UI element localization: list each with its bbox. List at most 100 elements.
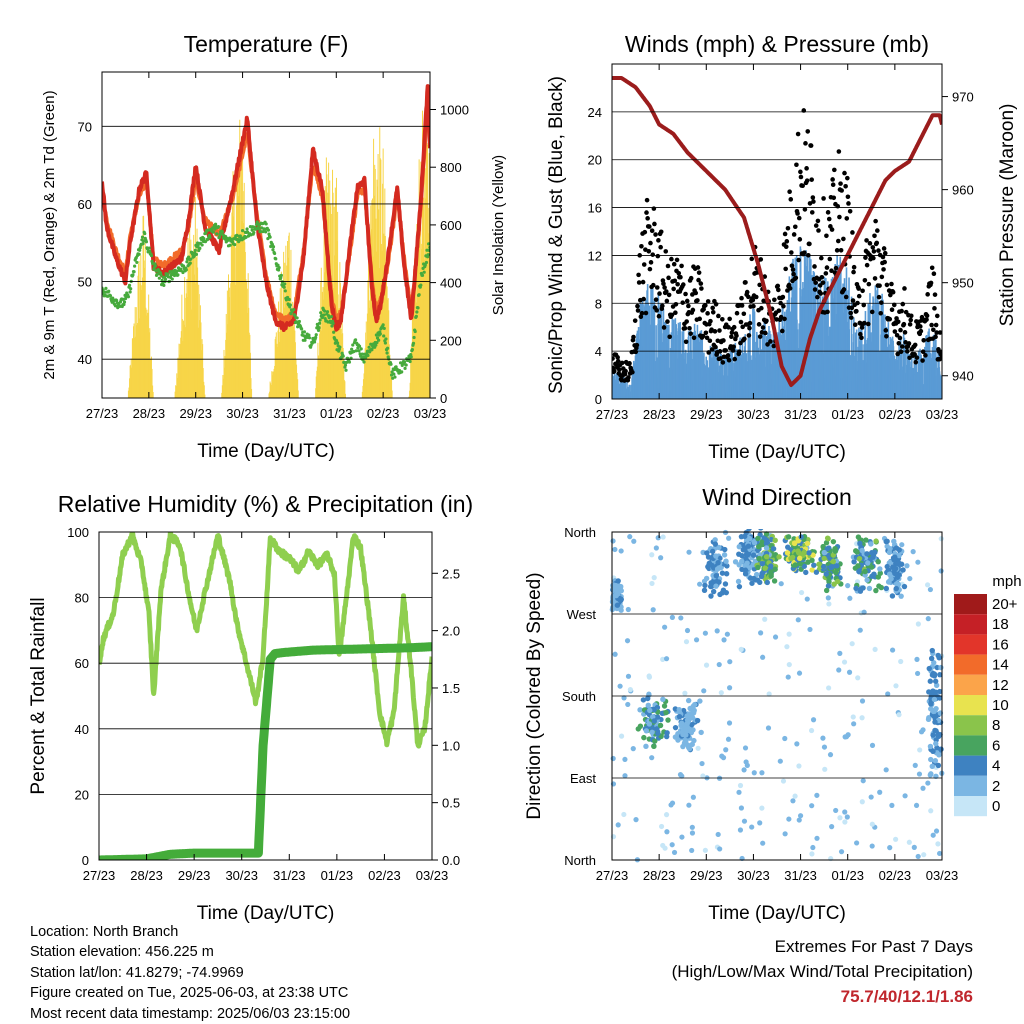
wind-gust-point bbox=[712, 329, 718, 334]
direction-point bbox=[925, 716, 932, 723]
y-tick-label: 80 bbox=[75, 591, 89, 606]
direction-point bbox=[851, 721, 857, 727]
wind-gust-point bbox=[699, 286, 704, 291]
direction-point bbox=[842, 809, 848, 815]
direction-point bbox=[707, 583, 714, 590]
direction-point bbox=[637, 723, 644, 729]
dewpoint-point bbox=[394, 365, 398, 369]
direction-point bbox=[747, 575, 754, 581]
direction-point bbox=[727, 685, 733, 691]
wind-gust-point bbox=[658, 244, 663, 250]
direction-point bbox=[649, 580, 655, 587]
wind-gust-point bbox=[871, 255, 876, 261]
dewpoint-point bbox=[402, 360, 407, 364]
direction-point bbox=[749, 580, 755, 586]
direction-point bbox=[618, 583, 624, 590]
legend-label: 0 bbox=[992, 798, 1000, 815]
y-axis-label: Sonic/Prop Wind & Gust (Blue, Black) bbox=[546, 76, 567, 394]
wind-gust-point bbox=[836, 149, 842, 154]
wind-gust-point bbox=[843, 183, 848, 189]
direction-point bbox=[844, 814, 850, 820]
dewpoint-point bbox=[353, 338, 358, 342]
dewpoint-point bbox=[342, 360, 346, 364]
direction-point bbox=[898, 561, 905, 567]
direction-point bbox=[726, 535, 732, 541]
direction-point bbox=[754, 577, 761, 583]
direction-point bbox=[877, 789, 883, 795]
direction-point bbox=[827, 752, 834, 758]
direction-point bbox=[649, 552, 655, 558]
wind-gust-point bbox=[631, 334, 636, 340]
direction-point bbox=[797, 561, 803, 567]
direction-point bbox=[724, 631, 730, 637]
wind-gust-point bbox=[744, 289, 750, 295]
direction-point bbox=[712, 537, 718, 543]
wind-gust-point bbox=[797, 237, 803, 242]
wind-gust-point bbox=[869, 309, 875, 315]
chart-title: Wind Direction bbox=[702, 484, 852, 510]
direction-point bbox=[828, 564, 834, 571]
direction-point bbox=[709, 548, 716, 555]
direction-point bbox=[660, 696, 666, 703]
direction-point bbox=[766, 691, 772, 697]
direction-point bbox=[860, 778, 866, 784]
dewpoint-point bbox=[266, 228, 271, 232]
wind-gust-point bbox=[644, 197, 650, 203]
direction-point bbox=[836, 667, 842, 673]
direction-point bbox=[833, 569, 839, 576]
wind-gust-point bbox=[793, 275, 799, 281]
wind-gust-point bbox=[866, 281, 872, 287]
direction-point bbox=[915, 559, 921, 565]
x-tick-label: 01/23 bbox=[320, 406, 353, 421]
wind-gust-point bbox=[804, 178, 810, 183]
wind-gust-point bbox=[657, 291, 662, 296]
wind-gust-point bbox=[933, 322, 939, 328]
direction-point bbox=[613, 582, 619, 589]
wind-gust-point bbox=[749, 256, 755, 262]
wind-gust-point bbox=[873, 218, 878, 224]
direction-point bbox=[739, 558, 745, 564]
direction-point bbox=[930, 748, 936, 755]
direction-point bbox=[807, 626, 813, 633]
wind-gust-point bbox=[758, 257, 764, 262]
direction-point bbox=[717, 591, 723, 598]
dewpoint-point bbox=[217, 235, 222, 239]
dewpoint-point bbox=[412, 335, 416, 340]
x-tick-label: 27/23 bbox=[596, 868, 629, 883]
dewpoint-point bbox=[354, 349, 358, 353]
wind-gust-point bbox=[756, 322, 762, 327]
dewpoint-point bbox=[383, 341, 387, 345]
direction-point bbox=[862, 568, 868, 575]
wind-gust-point bbox=[921, 337, 927, 343]
plot-frame-direction bbox=[611, 531, 943, 861]
direction-point bbox=[695, 745, 701, 751]
station-location: Location: North Branch bbox=[30, 924, 179, 940]
dewpoint-point bbox=[208, 235, 212, 239]
dewpoint-point bbox=[375, 340, 379, 345]
wind-gust-point bbox=[738, 319, 744, 325]
wind-gust-point bbox=[918, 324, 923, 329]
direction-point bbox=[750, 552, 757, 558]
wind-gust-point bbox=[795, 131, 801, 137]
direction-point bbox=[653, 545, 659, 551]
dewpoint-point bbox=[341, 354, 345, 358]
legend-label: 18 bbox=[992, 616, 1009, 633]
wind-gust-point bbox=[796, 215, 802, 221]
wind-gust-point bbox=[877, 283, 882, 288]
direction-point bbox=[889, 802, 895, 808]
direction-point bbox=[796, 550, 802, 556]
wind-gust-point bbox=[826, 216, 832, 222]
dewpoint-point bbox=[198, 246, 202, 250]
wind-gust-point bbox=[829, 268, 834, 274]
wind-gust-point bbox=[920, 349, 926, 355]
direction-point bbox=[640, 697, 647, 703]
direction-point bbox=[893, 836, 899, 842]
direction-point bbox=[683, 732, 689, 738]
direction-point bbox=[676, 713, 683, 720]
direction-point bbox=[717, 846, 723, 852]
wind-gust-point bbox=[665, 263, 671, 269]
direction-point bbox=[884, 563, 890, 570]
wind-gust-point bbox=[838, 247, 844, 253]
direction-point bbox=[792, 562, 799, 568]
x-tick-label: 01/23 bbox=[321, 868, 354, 883]
